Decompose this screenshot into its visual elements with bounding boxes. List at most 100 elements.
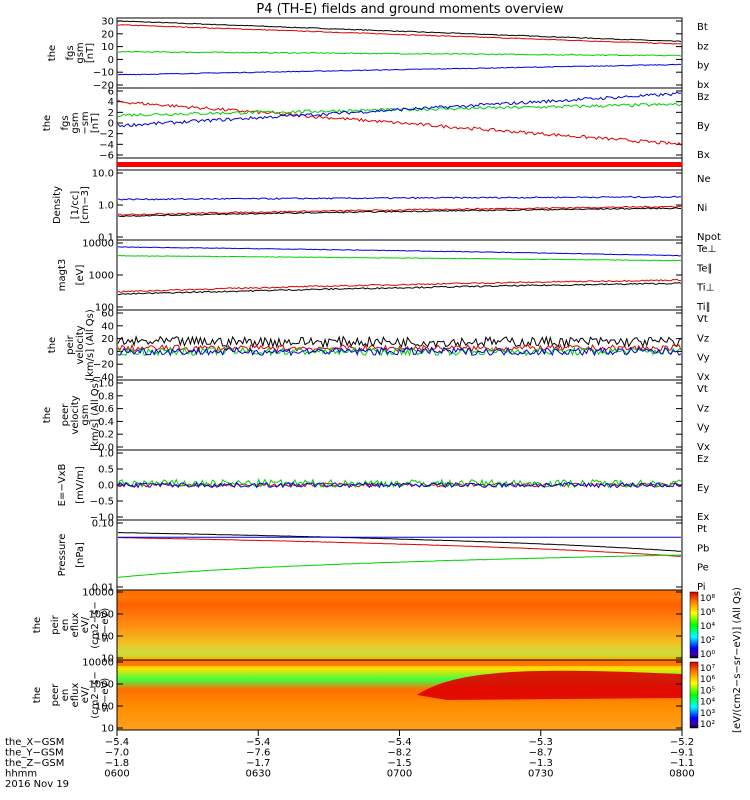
series-line-bx	[117, 63, 682, 76]
y-tick-label: 0	[108, 119, 114, 130]
y-tick-label: 100	[95, 303, 114, 314]
x-tick-label: 0700	[387, 769, 412, 780]
y-axis-label-line: gsm	[75, 42, 86, 63]
y-tick-label: 20	[101, 334, 114, 345]
x-tick-label: −7.0	[105, 748, 129, 759]
y-axis-label: the peervelocitygsm[km/s] (All Qs)	[42, 379, 101, 451]
series-line-Pe	[118, 554, 681, 578]
y-tick-label: 0.10	[92, 519, 114, 530]
legend-entry-Ey: Ey	[697, 483, 709, 494]
x-tick-label: −5.4	[387, 737, 411, 748]
y-tick-label: 1.0	[98, 379, 114, 390]
legend-entry-Ez: Ez	[697, 454, 709, 465]
series-line-Npot	[117, 207, 681, 218]
series-line-Ex	[117, 481, 682, 489]
x-tick-label: −5.4	[105, 737, 129, 748]
legend-entry-Ti∥: Ti∥	[696, 302, 711, 313]
y-axis-label: the fgsgsm−sm[nT]	[42, 111, 101, 134]
y-tick-label: −40	[93, 373, 114, 384]
y-tick-label: 0.0	[98, 443, 114, 454]
y-axis-label-line: peir	[50, 614, 61, 634]
x-tick-label: −1.8	[105, 758, 129, 769]
y-axis-label-line: [1/cc]	[70, 191, 81, 220]
series-line-Te⊥	[117, 278, 681, 293]
series-line-Bz	[117, 99, 682, 146]
legend-entry-Vy: Vy	[697, 353, 710, 364]
figure-title: P4 (TH-E) fields and ground moments over…	[256, 2, 564, 17]
y-axis-label-line: peir	[65, 334, 76, 354]
x-tick-label: −1.7	[246, 758, 270, 769]
y-axis-label-line: fgs	[65, 45, 76, 60]
y-tick-label: 10.0	[92, 169, 114, 180]
y-tick-label: 10	[101, 654, 114, 665]
y-axis-label-line: [eV]	[75, 265, 86, 286]
y-axis-label-line: [km/s] (All Qs)	[85, 309, 96, 381]
spectrogram-edge	[117, 590, 682, 596]
x-tick-label: −8.2	[387, 748, 411, 759]
y-tick-label: 0.4	[98, 417, 114, 428]
panel-pressure: 0.10 0.01 Pressure [nPa] Pt Pb Pe Pi	[57, 519, 709, 594]
x-row-label: the_Z−GSM	[5, 758, 64, 769]
y-axis-label: Pressure [nPa]	[57, 534, 86, 577]
y-tick-label: 6	[108, 87, 114, 98]
series-line-Ni	[117, 195, 682, 201]
x-row-label: the_X−GSM	[5, 737, 64, 748]
legend-entry-Te∥: Te∥	[696, 263, 713, 274]
x-tick-label: −5.4	[246, 737, 270, 748]
x-tick-label: 0800	[669, 769, 694, 780]
y-tick-label: 4	[108, 97, 114, 108]
x-tick-label: −1.1	[670, 758, 694, 769]
series-line-Bx	[117, 91, 681, 128]
colorbar-tick: 10³	[700, 709, 715, 719]
x-row-label: 2016 Nov 19	[5, 779, 69, 790]
x-tick-label: −1.3	[529, 758, 553, 769]
y-axis-label-line: [nT]	[85, 43, 96, 63]
colorbar-tick: 10⁶	[700, 608, 715, 618]
y-axis-label-line: Pressure	[57, 534, 68, 577]
y-axis-label: the peerenefluxeV/(cm2−s−sr−eV)	[32, 671, 111, 718]
y-axis-label: Density [1/cc][cm−3]	[52, 186, 91, 224]
legend-entry-By: By	[697, 121, 710, 132]
y-axis-label-line: [mV/m]	[75, 466, 86, 504]
y-axis-label-line: eV/	[80, 686, 91, 703]
y-tick-label: 1000	[89, 610, 114, 621]
y-tick-label: 0.8	[98, 391, 114, 402]
y-axis-label-line: the	[32, 687, 43, 703]
panel-frame	[116, 379, 683, 451]
y-tick-label: 0.0	[98, 481, 114, 492]
colorbar-gradient	[689, 591, 699, 659]
series-line-Te∥	[117, 282, 682, 296]
y-axis-label: the peirvelocity[km/s] (All Qs)	[47, 309, 96, 381]
series-line-by	[117, 50, 682, 57]
legend-entry-Bx: Bx	[697, 150, 710, 161]
colorbar-tick: 10⁴	[700, 698, 715, 708]
y-tick-label: 1.0	[98, 201, 114, 212]
y-axis-label-line: the	[47, 45, 58, 61]
y-axis-label-line: the	[42, 115, 53, 131]
x-row-label: the_Y−GSM	[5, 748, 64, 759]
high-flux-region	[417, 670, 682, 700]
legend-entry-Vy: Vy	[697, 423, 710, 434]
legend-entry-bz: bz	[697, 41, 709, 52]
y-axis-label-line: magt3	[57, 259, 68, 292]
y-axis-label: magt3 [eV]	[57, 259, 86, 292]
y-axis-label-line: −sm	[80, 111, 91, 134]
x-tick-label: −5.2	[670, 737, 694, 748]
series-line-bz	[117, 24, 682, 45]
y-tick-label: −20	[93, 360, 114, 371]
colorbar-tick: 10⁶	[700, 675, 715, 685]
legend-entry-Pe: Pe	[697, 563, 709, 574]
colorbar-label: [eV/(cm2−s−sr−eV)] (All Qs)	[732, 587, 743, 733]
red-status-bar	[117, 162, 682, 167]
y-tick-label: 0	[108, 347, 114, 358]
y-tick-label: 0.01	[92, 583, 114, 594]
y-axis-label-line: [nT]	[90, 113, 101, 133]
panel-frame	[116, 519, 683, 591]
legend-entry-Ti⊥: Ti⊥	[696, 283, 714, 294]
y-tick-label: 10	[101, 724, 114, 735]
